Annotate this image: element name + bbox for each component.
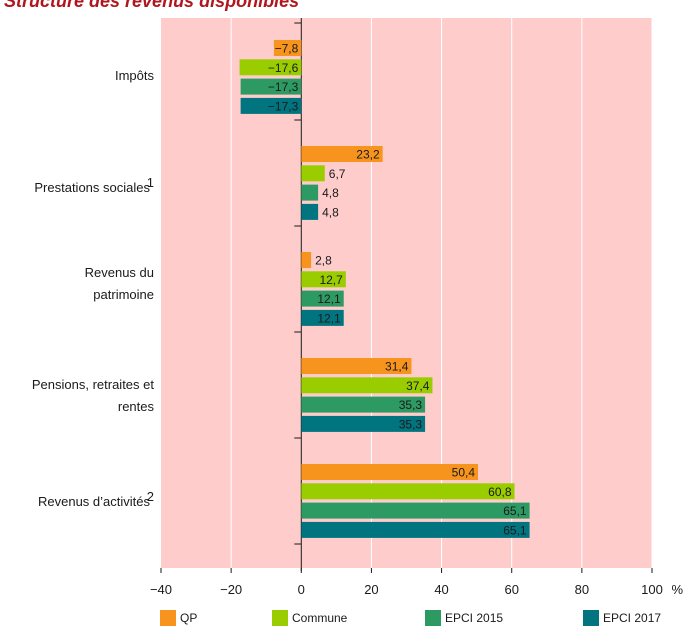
data-label: 12,1 — [317, 311, 341, 325]
x-axis-unit: % — [671, 582, 683, 597]
legend-label: EPCI 2017 — [603, 611, 661, 625]
category-label: Impôts — [115, 68, 155, 83]
category-label: rentes — [118, 399, 155, 414]
data-label: 12,7 — [319, 273, 343, 287]
data-label: −17,6 — [268, 61, 299, 75]
bar — [240, 78, 302, 95]
x-tick-label: 60 — [504, 582, 518, 597]
data-label: −7,8 — [275, 42, 299, 56]
category-label-footnote: 2 — [147, 489, 154, 504]
x-tick-label: 80 — [575, 582, 589, 597]
x-tick-label: 40 — [434, 582, 448, 597]
legend-label: EPCI 2015 — [445, 611, 503, 625]
x-tick-label: 20 — [364, 582, 378, 597]
category-label: Prestations sociales — [34, 180, 150, 195]
legend-swatch — [272, 610, 288, 626]
bar — [301, 146, 383, 162]
data-label: 37,4 — [406, 379, 430, 393]
bar — [301, 203, 319, 220]
bar — [239, 59, 302, 76]
data-label: 31,4 — [385, 360, 409, 374]
data-label: 50,4 — [452, 466, 476, 480]
legend-label: Commune — [292, 611, 348, 625]
bar — [301, 309, 344, 326]
x-tick-label: 100 — [641, 582, 663, 597]
data-label: 4,8 — [322, 186, 339, 200]
legend-swatch — [583, 610, 599, 626]
x-tick-label: −20 — [220, 582, 242, 597]
data-label: 12,1 — [317, 292, 341, 306]
legend-swatch — [425, 610, 441, 626]
bar — [301, 184, 319, 201]
data-label: 35,3 — [399, 417, 423, 431]
legend-label: QP — [180, 611, 197, 625]
x-tick-label: 0 — [298, 582, 305, 597]
data-label: 23,2 — [356, 148, 380, 162]
bar — [301, 271, 346, 288]
data-label: 35,3 — [399, 398, 423, 412]
data-label: 6,7 — [329, 167, 346, 181]
legend-swatch — [160, 610, 176, 626]
data-label: 65,1 — [503, 504, 527, 518]
bar — [301, 502, 530, 519]
category-label: Revenus d’activités — [38, 494, 150, 509]
category-label-footnote: 1 — [147, 175, 154, 190]
data-label: −17,3 — [268, 80, 299, 94]
bar — [301, 358, 412, 374]
bar — [301, 252, 312, 268]
category-label: Revenus du — [85, 265, 154, 280]
bar — [301, 290, 344, 307]
data-label: 4,8 — [322, 205, 339, 219]
data-label: 60,8 — [488, 485, 512, 499]
bar — [301, 415, 426, 432]
bar — [301, 377, 433, 394]
bar — [301, 483, 515, 500]
bar — [301, 396, 426, 413]
bar — [273, 40, 302, 56]
data-label: −17,3 — [268, 99, 299, 113]
chart-title: Structure des revenus disponibles — [4, 0, 300, 11]
bar — [301, 521, 530, 538]
bar — [301, 464, 479, 480]
category-label: patrimoine — [93, 287, 154, 302]
category-label: Pensions, retraites et — [32, 377, 155, 392]
data-label: 2,8 — [315, 254, 332, 268]
bar — [301, 165, 325, 182]
bar — [240, 97, 302, 114]
data-label: 65,1 — [503, 523, 527, 537]
x-tick-label: −40 — [150, 582, 172, 597]
